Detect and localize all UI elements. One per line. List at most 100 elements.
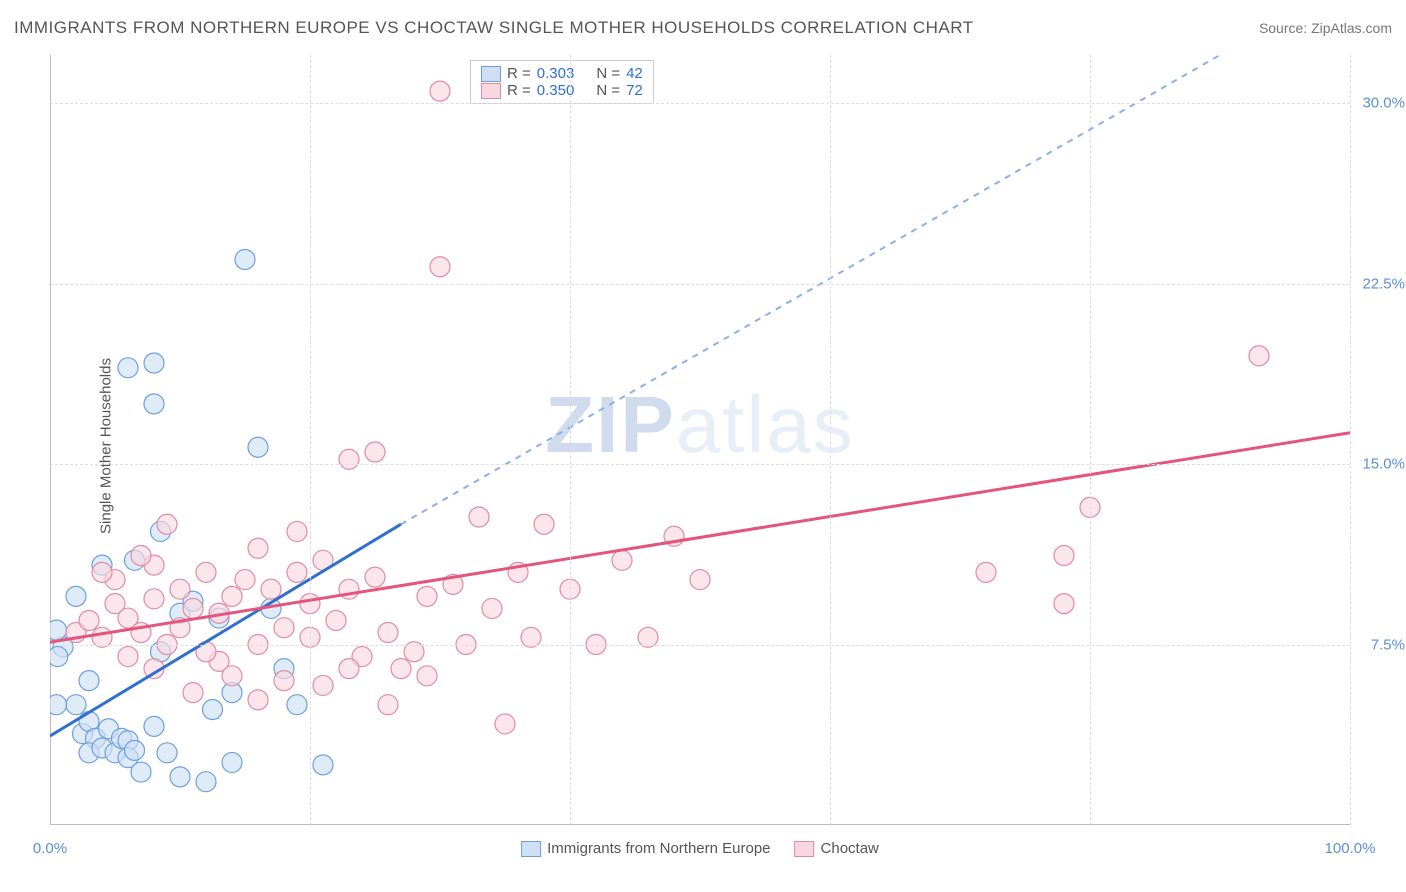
data-point [976, 562, 996, 582]
legend-series-item: Choctaw [795, 840, 879, 857]
data-point [157, 743, 177, 763]
legend-r-label: R = [507, 82, 531, 99]
data-point [430, 81, 450, 101]
data-point [92, 562, 112, 582]
data-point [326, 610, 346, 630]
data-point [313, 675, 333, 695]
y-tick-label: 7.5% [1371, 636, 1405, 653]
data-point [118, 358, 138, 378]
legend-n-label: N = [596, 82, 620, 99]
legend-swatch [481, 66, 501, 82]
data-point [66, 695, 86, 715]
data-point [261, 579, 281, 599]
legend-swatch [481, 83, 501, 99]
data-point [235, 570, 255, 590]
legend-row: R = 0.350 N = 72 [481, 82, 643, 99]
gridline-v [1090, 55, 1091, 825]
data-point [287, 695, 307, 715]
data-point [222, 752, 242, 772]
legend-r-value: 0.303 [537, 65, 575, 82]
data-point [365, 567, 385, 587]
source-label: Source: ZipAtlas.com [1259, 20, 1392, 36]
data-point [612, 550, 632, 570]
chart-container: IMMIGRANTS FROM NORTHERN EUROPE VS CHOCT… [0, 0, 1406, 892]
data-point [235, 250, 255, 270]
data-point [196, 772, 216, 792]
gridline-h [50, 103, 1350, 104]
data-point [196, 562, 216, 582]
data-point [144, 394, 164, 414]
legend-series-item: Immigrants from Northern Europe [521, 840, 770, 857]
gridline-h [50, 645, 1350, 646]
gridline-h [50, 284, 1350, 285]
plot-area: ZIPatlas R = 0.303 N = 42 R = 0.350 N = … [50, 55, 1350, 825]
y-tick-label: 22.5% [1362, 275, 1405, 292]
legend-series: Immigrants from Northern Europe Choctaw [521, 840, 879, 857]
legend-r-label: R = [507, 65, 531, 82]
gridline-v [570, 55, 571, 825]
data-point [170, 767, 190, 787]
data-point [1249, 346, 1269, 366]
data-point [118, 647, 138, 667]
data-point [170, 579, 190, 599]
data-point [690, 570, 710, 590]
data-point [222, 666, 242, 686]
data-point [391, 659, 411, 679]
data-point [144, 716, 164, 736]
gridline-v [310, 55, 311, 825]
data-point [274, 618, 294, 638]
data-point [274, 671, 294, 691]
data-point [66, 586, 86, 606]
gridline-h [50, 464, 1350, 465]
data-point [157, 514, 177, 534]
data-point [1054, 546, 1074, 566]
data-point [144, 353, 164, 373]
data-point [50, 695, 67, 715]
data-point [287, 562, 307, 582]
x-tick-label: 0.0% [33, 840, 67, 857]
data-point [248, 690, 268, 710]
legend-row: R = 0.303 N = 42 [481, 65, 643, 82]
legend-n-value: 72 [626, 82, 643, 99]
legend-correlation: R = 0.303 N = 42 R = 0.350 N = 72 [470, 60, 654, 104]
data-point [365, 442, 385, 462]
data-point [339, 659, 359, 679]
data-point [144, 589, 164, 609]
data-point [482, 598, 502, 618]
y-tick-label: 30.0% [1362, 95, 1405, 112]
data-point [79, 671, 99, 691]
data-point [248, 538, 268, 558]
data-point [183, 598, 203, 618]
data-point [313, 755, 333, 775]
data-point [222, 586, 242, 606]
gridline-v [830, 55, 831, 825]
data-point [495, 714, 515, 734]
chart-title: IMMIGRANTS FROM NORTHERN EUROPE VS CHOCT… [14, 18, 974, 38]
data-point [50, 647, 68, 667]
data-point [378, 623, 398, 643]
data-point [248, 437, 268, 457]
data-point [339, 449, 359, 469]
trend-line-dashed [401, 55, 1220, 524]
data-point [131, 762, 151, 782]
data-point [287, 521, 307, 541]
gridline-v [1350, 55, 1351, 825]
data-point [79, 610, 99, 630]
data-point [469, 507, 489, 527]
legend-n-label: N = [596, 65, 620, 82]
data-point [183, 683, 203, 703]
legend-series-label: Immigrants from Northern Europe [547, 840, 770, 857]
legend-swatch [521, 841, 541, 857]
data-point [125, 740, 145, 760]
data-point [417, 666, 437, 686]
data-point [1054, 594, 1074, 614]
legend-r-value: 0.350 [537, 82, 575, 99]
data-point [534, 514, 554, 534]
data-point [378, 695, 398, 715]
y-tick-label: 15.0% [1362, 456, 1405, 473]
data-point [50, 620, 67, 640]
x-tick-label: 100.0% [1325, 840, 1376, 857]
scatter-svg [50, 55, 1350, 825]
data-point [430, 257, 450, 277]
data-point [417, 586, 437, 606]
